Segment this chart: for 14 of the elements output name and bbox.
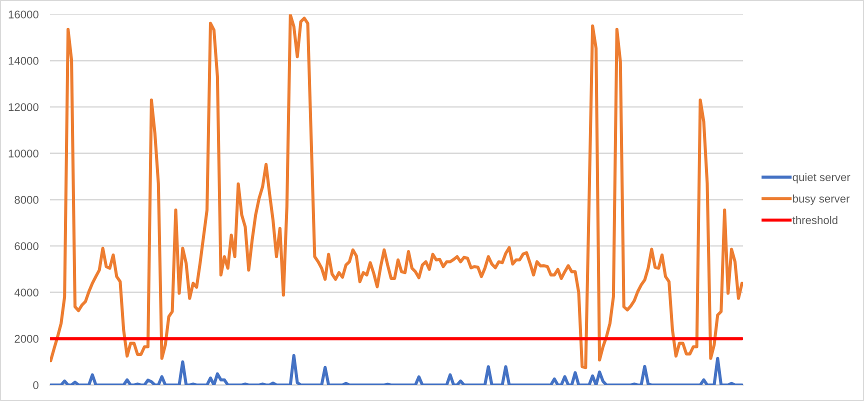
y-tick-label: 14000	[8, 56, 38, 65]
y-tick-label: 2000	[14, 334, 38, 343]
y-tick-label: 10000	[8, 150, 38, 158]
y-tick-label: 6000	[14, 242, 38, 250]
legend-label: busy server	[793, 194, 850, 205]
y-tick-label: 12000	[8, 103, 38, 112]
line-series	[50, 14, 743, 370]
y-tick-label: 0	[33, 381, 38, 390]
legend-label: quiet server	[792, 173, 850, 184]
line-series	[50, 354, 743, 385]
y-tick-label: 8000	[14, 196, 38, 204]
legend-label: threshold	[792, 216, 838, 224]
y-tick-label: 16000	[8, 10, 38, 18]
y-tick-label: 4000	[14, 288, 38, 296]
